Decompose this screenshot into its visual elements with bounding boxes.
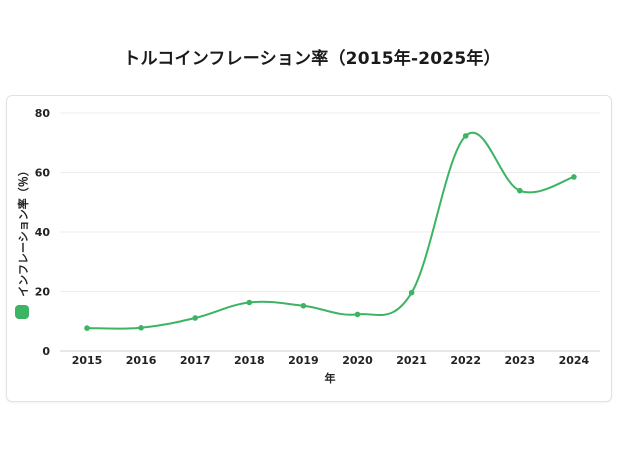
data-point-2021[interactable]: [408, 289, 415, 296]
data-point-2018[interactable]: [246, 299, 253, 306]
x-tick-label: 2023: [504, 354, 535, 367]
x-tick-label: 2017: [180, 354, 211, 367]
legend-swatch[interactable]: [15, 305, 29, 319]
y-tick-label: 80: [35, 107, 51, 120]
x-tick-label: 2018: [234, 354, 265, 367]
data-point-2015[interactable]: [84, 325, 90, 331]
x-tick-label: 2022: [450, 354, 481, 367]
data-point-2024[interactable]: [571, 174, 577, 180]
y-axis-title: インフレーション率（％）: [16, 165, 30, 296]
x-axis-title: 年: [325, 371, 336, 385]
series-line: [86, 131, 575, 330]
x-tick-label: 2015: [72, 354, 103, 367]
data-point-2023[interactable]: [517, 187, 523, 194]
data-point-2020[interactable]: [354, 311, 361, 318]
y-axis-title-group: インフレーション率（％）: [16, 165, 30, 296]
data-point-2017[interactable]: [192, 315, 198, 321]
data-point-2022[interactable]: [462, 133, 469, 139]
x-tick-label: 2019: [288, 354, 319, 367]
y-tick-label: 20: [35, 286, 51, 299]
data-point-2019[interactable]: [300, 302, 307, 309]
y-axis-ticks: 0 20 40 60 80: [35, 107, 51, 358]
chart-title: トルコインフレーション率（2015年-2025年）: [123, 49, 501, 69]
x-tick-label: 2021: [396, 354, 427, 367]
data-points: [84, 133, 577, 331]
y-tick-label: 60: [35, 167, 51, 180]
y-tick-label: 40: [35, 226, 51, 239]
x-tick-label: 2024: [559, 354, 590, 367]
y-tick-label: 0: [42, 345, 50, 358]
grid-lines: [60, 112, 600, 352]
x-axis-ticks: 2015 2016 2017 2018 2019 2020 2021 2022 2023 2024: [72, 354, 590, 367]
x-tick-label: 2016: [126, 354, 157, 367]
x-tick-label: 2020: [342, 354, 373, 367]
data-point-2016[interactable]: [138, 324, 144, 331]
